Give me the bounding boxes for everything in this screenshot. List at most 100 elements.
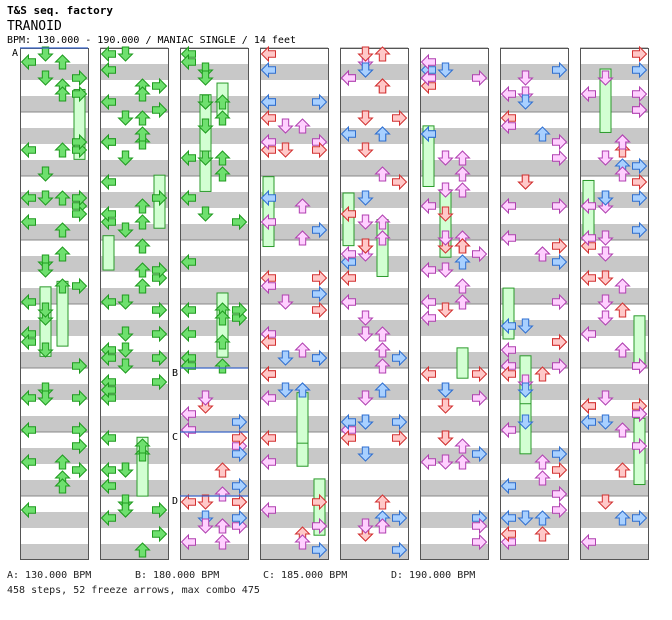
- step-arrow: [597, 190, 614, 206]
- step-arrow: [37, 302, 54, 318]
- step-arrow: [437, 454, 454, 470]
- step-arrow: [117, 110, 134, 126]
- step-arrow: [197, 118, 214, 134]
- step-arrow: [534, 470, 551, 486]
- step-arrow: [580, 229, 596, 247]
- step-arrow: [374, 494, 391, 510]
- step-arrow: [534, 526, 551, 542]
- step-arrow: [632, 173, 648, 191]
- step-arrow: [214, 110, 231, 126]
- step-arrow: [517, 94, 534, 110]
- step-arrow: [214, 358, 231, 374]
- step-arrow: [420, 69, 436, 87]
- step-arrow: [552, 293, 568, 311]
- step-arrow: [374, 326, 391, 342]
- step-arrow: [357, 110, 374, 126]
- step-arrow: [260, 109, 276, 127]
- step-arrow: [340, 245, 356, 263]
- step-arrow: [517, 174, 534, 190]
- column-frame: [260, 48, 329, 560]
- step-arrow: [260, 213, 276, 231]
- freeze-arrow: [456, 347, 469, 379]
- step-arrow: [134, 198, 151, 214]
- step-arrow: [614, 166, 631, 182]
- step-arrow: [294, 198, 311, 214]
- step-arrow: [20, 293, 36, 311]
- step-arrow: [312, 517, 328, 535]
- step-arrow: [117, 294, 134, 310]
- column-frame: [100, 48, 169, 560]
- step-arrow: [312, 349, 328, 367]
- step-arrow: [72, 357, 88, 375]
- step-arrow: [54, 478, 71, 494]
- step-arrow: [37, 166, 54, 182]
- step-arrow: [392, 541, 408, 559]
- step-arrow: [134, 542, 151, 558]
- step-arrow: [152, 325, 168, 343]
- step-arrow: [392, 349, 408, 367]
- step-arrow: [214, 94, 231, 110]
- step-arrow: [632, 85, 648, 103]
- step-arrow: [180, 325, 196, 343]
- step-arrow: [152, 373, 168, 391]
- step-arrow: [214, 534, 231, 550]
- step-arrow: [260, 453, 276, 471]
- step-arrow: [117, 462, 134, 478]
- step-arrow: [152, 301, 168, 319]
- step-arrow: [580, 197, 596, 215]
- step-arrow: [597, 230, 614, 246]
- step-arrow: [180, 421, 196, 439]
- step-arrow: [260, 429, 276, 447]
- step-arrow: [597, 150, 614, 166]
- step-arrow: [437, 262, 454, 278]
- step-arrow: [597, 294, 614, 310]
- step-arrow: [614, 510, 631, 526]
- step-arrow: [134, 214, 151, 230]
- step-arrow: [134, 126, 151, 142]
- step-arrow: [180, 357, 196, 375]
- step-arrow: [420, 53, 436, 71]
- column-frame: [580, 48, 649, 560]
- step-arrow: [500, 365, 516, 383]
- step-arrow: [152, 189, 168, 207]
- step-arrow: [72, 189, 88, 207]
- step-arrow: [54, 278, 71, 294]
- bpm-legend-d: D: 190.000 BPM: [391, 570, 476, 581]
- step-arrow: [20, 453, 36, 471]
- step-arrow: [180, 493, 196, 511]
- step-arrow: [312, 93, 328, 111]
- step-arrow: [72, 85, 88, 103]
- step-arrow: [374, 78, 391, 94]
- step-arrow: [472, 245, 488, 263]
- bpm-marker-label: D: [172, 496, 178, 507]
- step-arrow: [214, 150, 231, 166]
- step-arrow: [534, 126, 551, 142]
- step-arrow: [197, 150, 214, 166]
- step-arrow: [197, 206, 214, 222]
- step-arrow: [437, 230, 454, 246]
- step-arrow: [232, 445, 248, 463]
- step-arrow: [340, 205, 356, 223]
- step-arrow: [374, 358, 391, 374]
- step-arrow: [214, 166, 231, 182]
- step-arrow: [197, 94, 214, 110]
- step-arrow: [580, 533, 596, 551]
- step-arrow: [472, 533, 488, 551]
- step-arrow: [134, 86, 151, 102]
- freeze-arrow: [502, 287, 515, 340]
- step-arrow: [632, 101, 648, 119]
- step-arrow: [552, 357, 568, 375]
- step-arrow: [580, 413, 596, 431]
- step-arrow: [180, 533, 196, 551]
- step-arrow: [420, 453, 436, 471]
- step-arrow: [614, 422, 631, 438]
- step-arrow: [454, 454, 471, 470]
- freeze-arrow: [262, 176, 275, 248]
- step-arrow: [72, 421, 88, 439]
- step-arrow: [260, 61, 276, 79]
- step-arrow: [500, 477, 516, 495]
- step-arrow: [100, 93, 116, 111]
- step-arrow: [294, 118, 311, 134]
- step-arrow: [517, 70, 534, 86]
- step-arrow: [500, 421, 516, 439]
